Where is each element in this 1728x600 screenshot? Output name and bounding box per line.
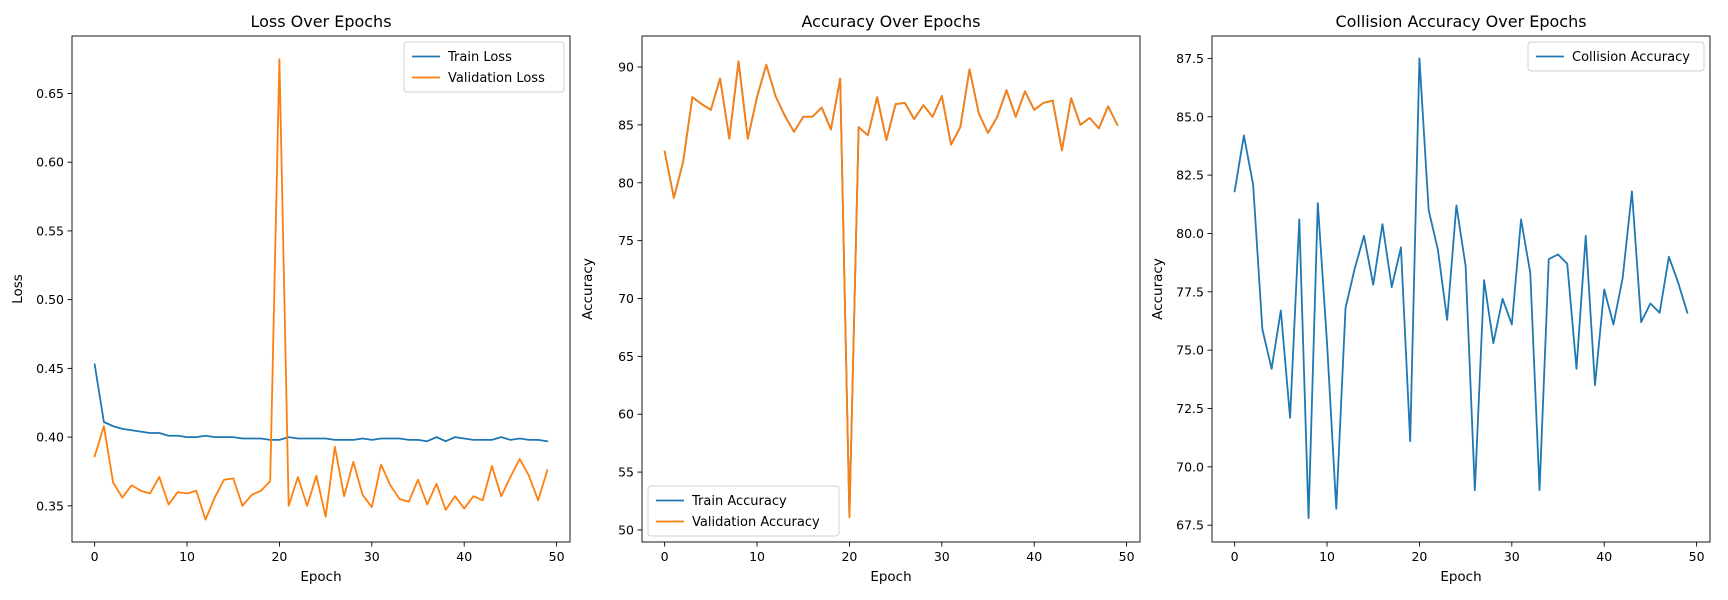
chart-title: Accuracy Over Epochs — [801, 12, 980, 31]
x-axis-label: Epoch — [870, 569, 911, 585]
x-tick-label: 30 — [934, 549, 950, 564]
series-line-1 — [93, 363, 549, 443]
x-axis-label: Epoch — [300, 569, 341, 585]
y-axis-label: Loss — [10, 274, 26, 304]
x-tick-label: 10 — [1319, 549, 1335, 564]
legend-box — [1527, 41, 1705, 72]
y-tick-label: 0.45 — [36, 361, 64, 376]
chart-title: Collision Accuracy Over Epochs — [1335, 12, 1586, 31]
x-tick-label: 50 — [1689, 549, 1705, 564]
y-tick-label: 65 — [618, 349, 634, 364]
legend: Train Accuracy Validation Accuracy — [647, 485, 840, 537]
y-tick-label: 80 — [618, 175, 634, 190]
y-tick-label: 0.35 — [36, 498, 64, 513]
y-tick-label: 70 — [618, 291, 634, 306]
plot-area-frame — [641, 35, 1141, 543]
y-tick-label: 0.60 — [36, 155, 64, 170]
x-tick-label: 20 — [271, 549, 287, 564]
legend-label: Train Accuracy — [691, 494, 787, 509]
y-axis-label: Accuracy — [580, 258, 596, 320]
y-tick-label: 55 — [618, 465, 634, 480]
x-tick-label: 20 — [841, 549, 857, 564]
y-tick-label: 77.5 — [1176, 284, 1204, 299]
y-tick-label: 85 — [618, 117, 634, 132]
x-tick-label: 10 — [179, 549, 195, 564]
y-axis-label: Accuracy — [1150, 258, 1166, 320]
x-tick-label: 50 — [1119, 549, 1135, 564]
x-tick-label: 40 — [456, 549, 472, 564]
x-tick-label: 30 — [364, 549, 380, 564]
y-tick-label: 85.0 — [1176, 109, 1204, 124]
x-tick-label: 20 — [1411, 549, 1427, 564]
legend: Collision Accuracy — [1527, 41, 1705, 72]
x-tick-label: 30 — [1504, 549, 1520, 564]
y-tick-label: 82.5 — [1176, 168, 1204, 183]
legend-label: Train Loss — [447, 50, 512, 65]
series-line-1 — [663, 60, 1119, 519]
y-tick-label: 75 — [618, 233, 634, 248]
y-tick-label: 0.55 — [36, 223, 64, 238]
legend: Train Loss Validation Loss — [403, 41, 565, 93]
y-tick-label: 60 — [618, 407, 634, 422]
legend-label: Validation Loss — [448, 71, 545, 86]
x-tick-label: 40 — [1026, 549, 1042, 564]
legend-label: Collision Accuracy — [1572, 50, 1690, 65]
y-tick-label: 72.5 — [1176, 401, 1204, 416]
x-tick-label: 0 — [661, 549, 669, 564]
loss-chart: 0 10 20 30 40 50 0.35 0.40 0.45 0.50 0.55 0.60 0.65 L… — [10, 12, 571, 585]
plot-area-frame — [1211, 35, 1711, 543]
x-tick-label: 50 — [549, 549, 565, 564]
accuracy-chart: 0 10 20 30 40 50 50 55 60 65 70 75 80 85 90 Accuracy Ov… — [580, 12, 1141, 585]
x-tick-label: 0 — [1231, 549, 1239, 564]
x-axis-label: Epoch — [1440, 569, 1481, 585]
x-tick-label: 0 — [91, 549, 99, 564]
x-tick-label: 10 — [749, 549, 765, 564]
y-tick-label: 67.5 — [1176, 518, 1204, 533]
series-line-2 — [93, 58, 549, 521]
series-line-1 — [1233, 57, 1689, 520]
series-line-2 — [663, 60, 1119, 519]
plot-area-frame — [71, 35, 571, 543]
y-tick-label: 0.40 — [36, 430, 64, 445]
y-tick-label: 70.0 — [1176, 459, 1204, 474]
legend-box — [403, 41, 565, 93]
y-tick-label: 90 — [618, 60, 634, 75]
legend-box — [647, 485, 840, 537]
y-tick-label: 50 — [618, 522, 634, 537]
y-tick-label: 80.0 — [1176, 226, 1204, 241]
y-tick-label: 0.50 — [36, 292, 64, 307]
y-tick-label: 75.0 — [1176, 343, 1204, 358]
legend-label: Validation Accuracy — [692, 515, 820, 530]
chart-title: Loss Over Epochs — [250, 12, 391, 31]
x-tick-label: 40 — [1596, 549, 1612, 564]
y-tick-label: 87.5 — [1176, 51, 1204, 66]
y-tick-label: 0.65 — [36, 86, 64, 101]
collision-accuracy-chart: 0 10 20 30 40 50 67.5 70.0 72.5 75.0 77.5 80.0 82.5 8… — [1150, 12, 1711, 585]
